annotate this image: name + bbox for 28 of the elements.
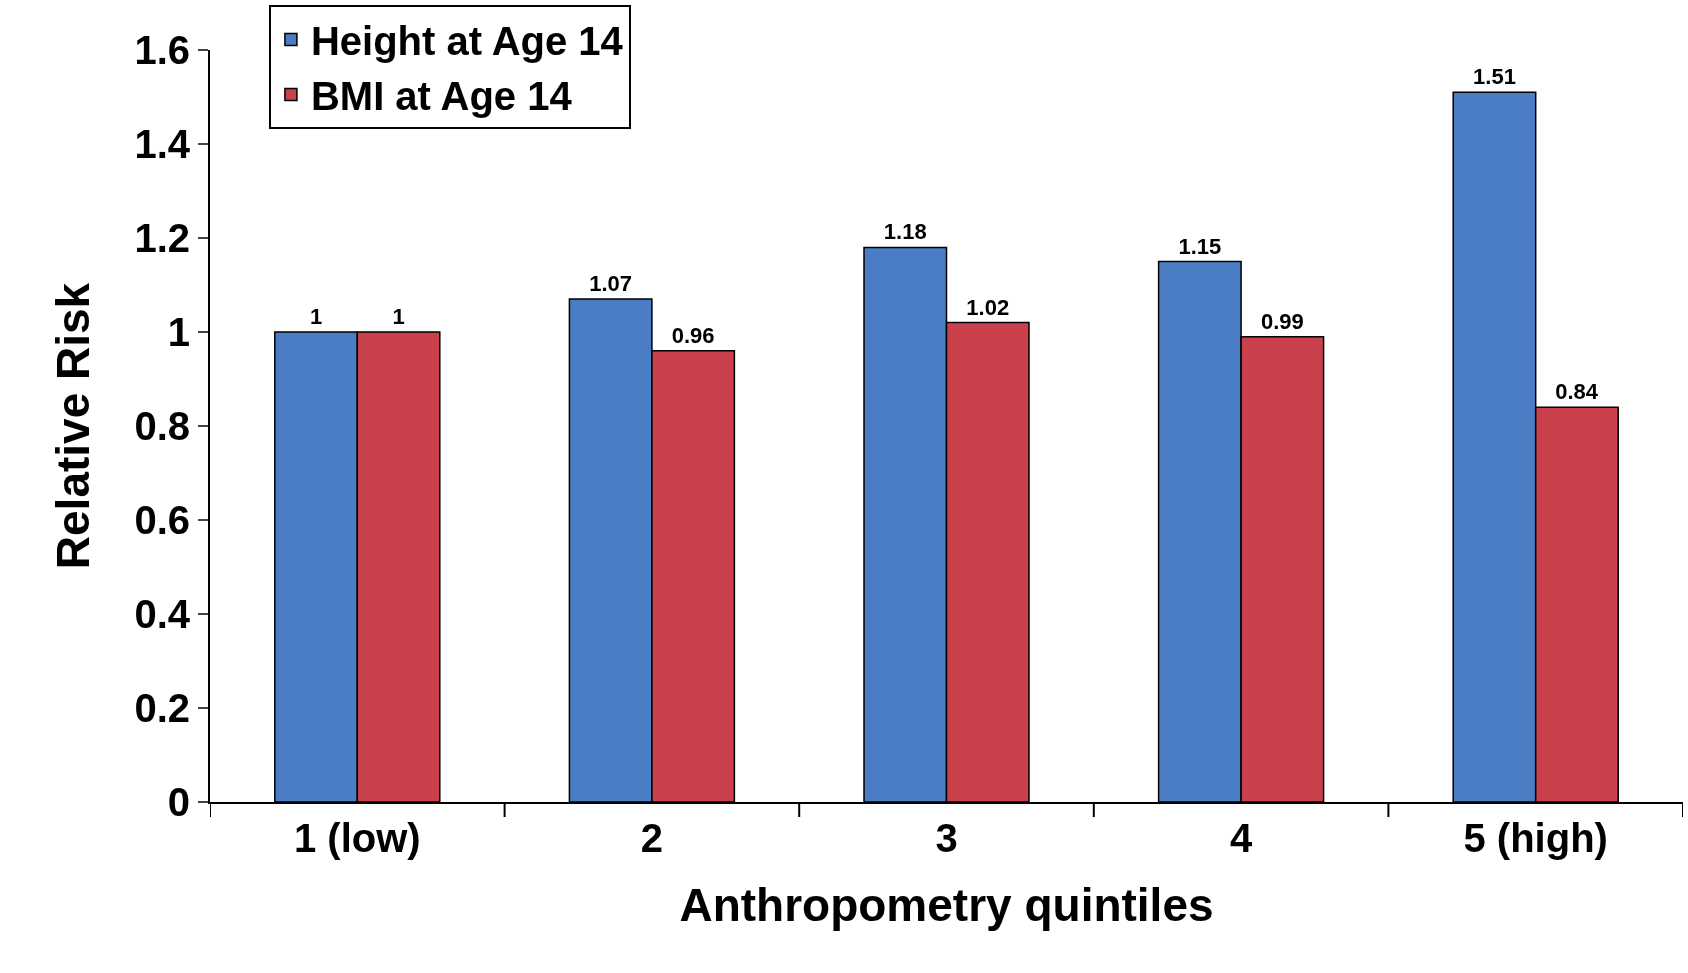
y-tick-label: 0 xyxy=(167,780,190,824)
data-label: 1 xyxy=(309,304,323,329)
x-tick-label: 2 xyxy=(640,816,664,860)
data-label: 0.84 xyxy=(1555,379,1599,405)
x-tick-label: 5 (high) xyxy=(1463,816,1608,860)
y-tick-label: 0.6 xyxy=(134,498,190,542)
y-tick-label: 1.2 xyxy=(134,216,190,260)
x-tick-label: 3 xyxy=(935,816,958,860)
x-axis-title: Anthropometry quintiles xyxy=(679,879,1214,932)
x-tick-label: 4 xyxy=(1229,816,1253,860)
data-label: 0.96 xyxy=(671,322,715,348)
y-tick-label: 1.6 xyxy=(134,28,190,72)
data-label: 0.99 xyxy=(1260,308,1304,334)
y-axis-title: Relative Risk xyxy=(47,282,100,570)
data-label: 1.15 xyxy=(1178,233,1222,259)
data-label: 1.18 xyxy=(883,219,927,245)
y-tick-label: 1 xyxy=(167,310,190,354)
data-label: 1.07 xyxy=(589,271,633,297)
data-label: 1 xyxy=(392,304,405,329)
legend-label: BMI at Age 14 xyxy=(310,73,573,118)
y-tick-label: 0.4 xyxy=(134,592,191,636)
y-tick-label: 0.2 xyxy=(134,686,190,730)
legend-label: Height at Age 14 xyxy=(310,18,624,63)
data-label: 1.02 xyxy=(966,294,1010,320)
data-label: 1.51 xyxy=(1473,64,1516,90)
x-tick-label: 1 (low) xyxy=(293,816,421,860)
y-tick-label: 1.4 xyxy=(134,122,191,166)
y-tick-label: 0.8 xyxy=(134,404,190,448)
